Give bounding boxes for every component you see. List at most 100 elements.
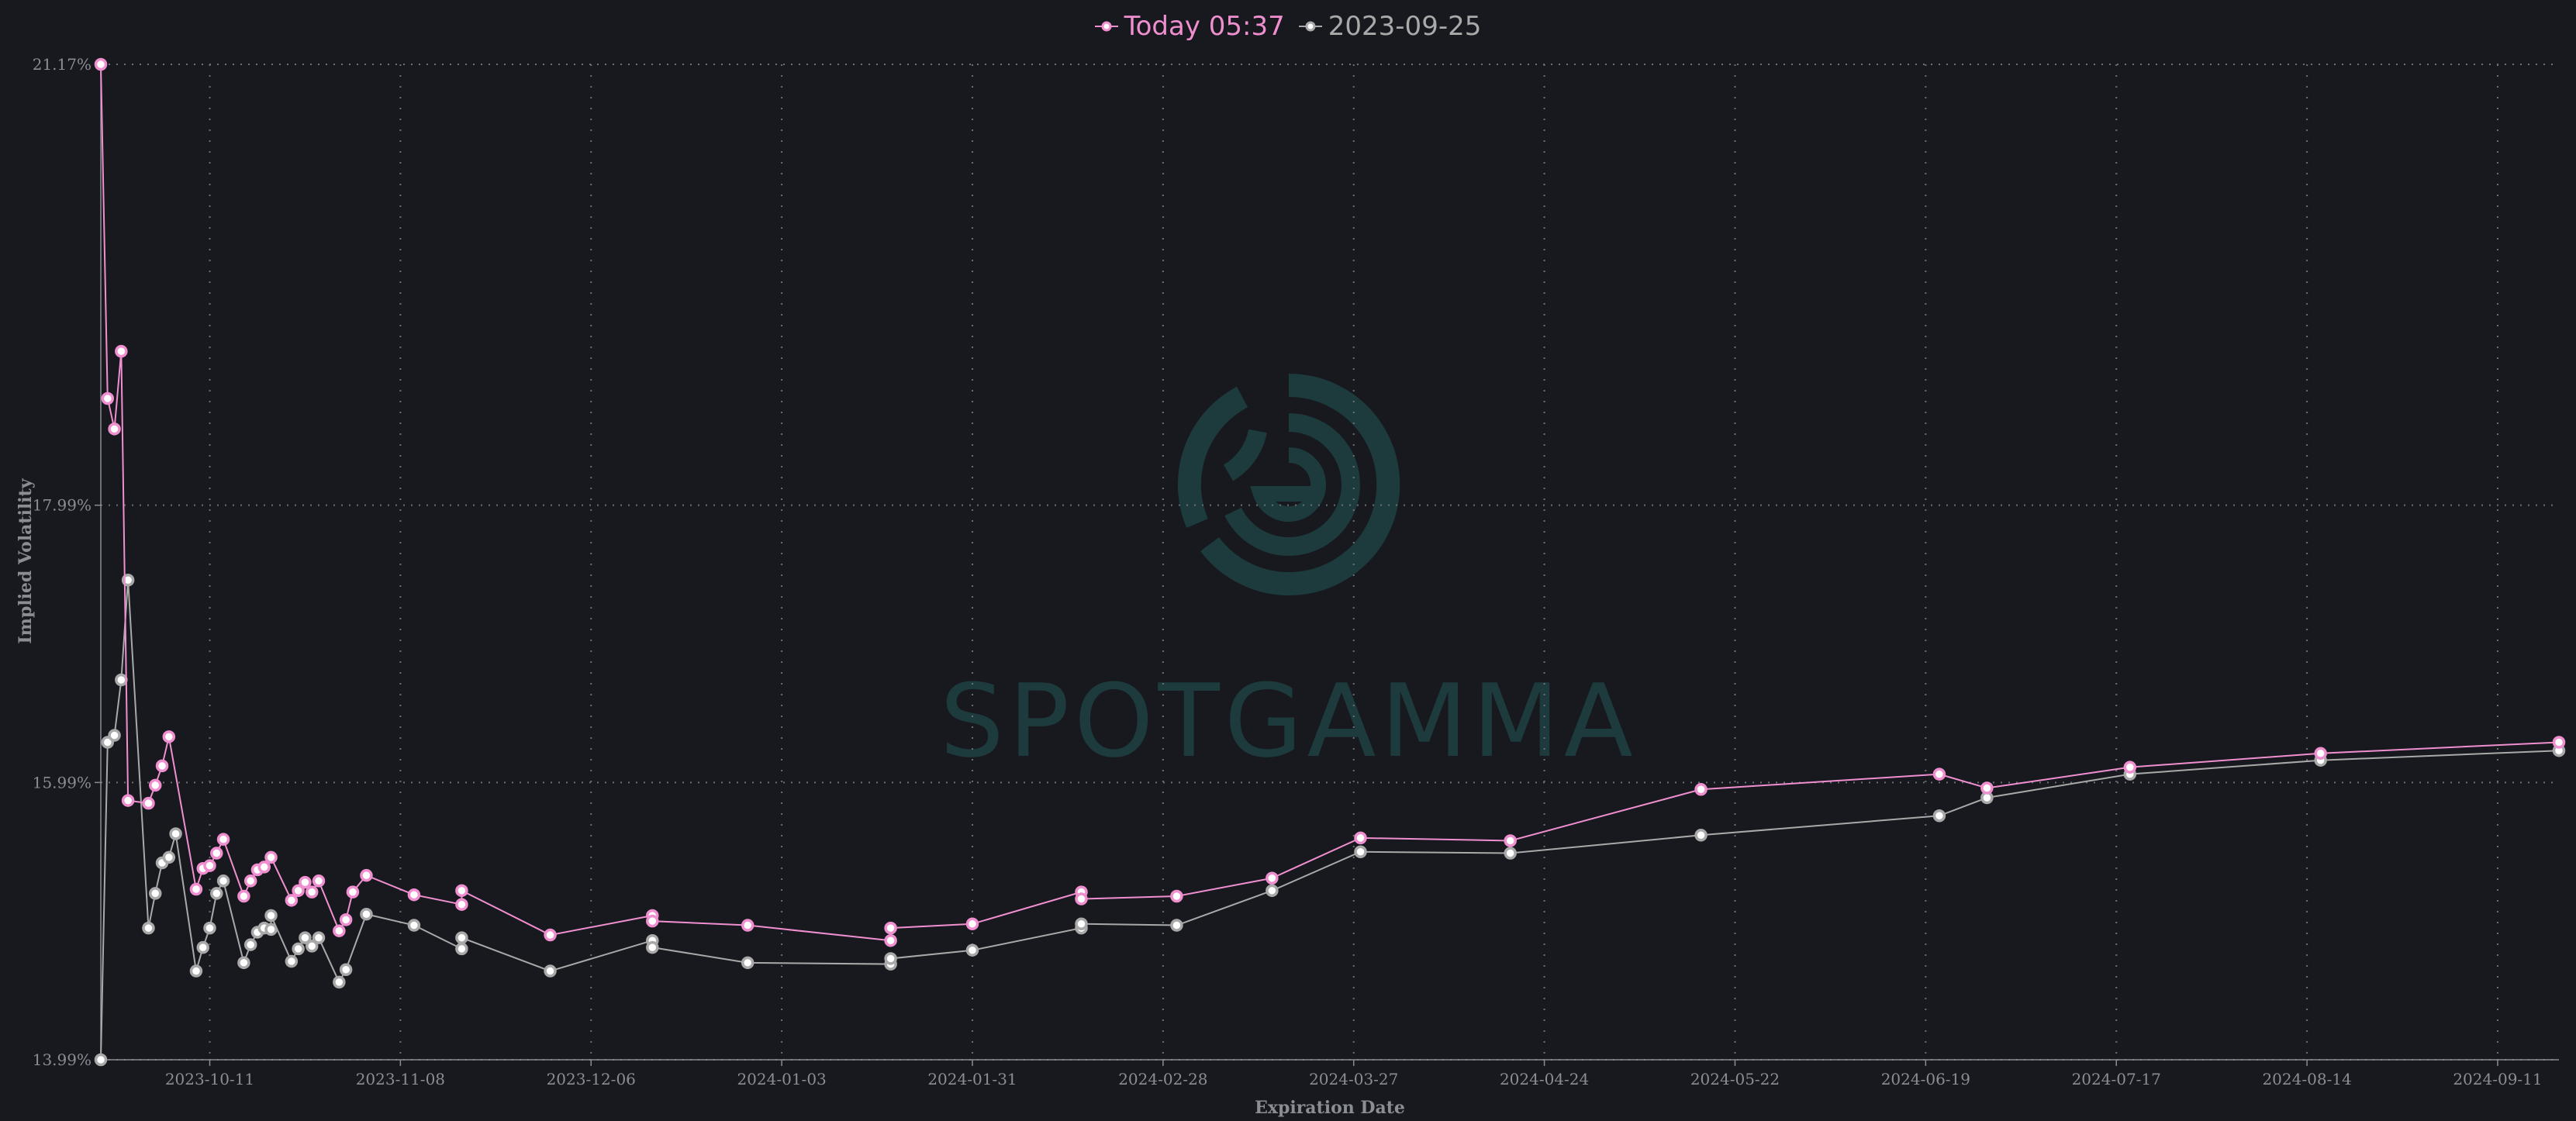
data-point[interactable]	[108, 423, 121, 436]
data-point[interactable]	[148, 778, 162, 792]
data-point[interactable]	[346, 885, 360, 899]
data-point[interactable]	[884, 921, 897, 935]
data-point[interactable]	[121, 573, 135, 587]
x-tick-label: 2024-06-19	[1881, 1070, 1970, 1088]
data-point[interactable]	[2552, 736, 2566, 749]
data-point[interactable]	[965, 943, 979, 957]
data-point[interactable]	[203, 921, 216, 935]
data-point[interactable]	[162, 730, 176, 743]
data-point[interactable]	[94, 57, 108, 71]
data-point[interactable]	[210, 887, 223, 900]
data-point[interactable]	[155, 759, 169, 773]
data-point[interactable]	[407, 919, 421, 932]
x-tick-label: 2023-11-08	[356, 1070, 445, 1088]
data-point[interactable]	[646, 940, 659, 954]
data-point[interactable]	[101, 391, 115, 405]
data-point[interactable]	[1266, 884, 1279, 898]
data-point[interactable]	[162, 850, 176, 864]
data-point[interactable]	[333, 924, 346, 937]
data-point[interactable]	[243, 938, 257, 951]
data-point[interactable]	[305, 940, 319, 953]
data-point[interactable]	[203, 859, 216, 872]
data-point[interactable]	[884, 933, 897, 947]
data-point[interactable]	[257, 861, 271, 874]
data-point[interactable]	[142, 921, 155, 935]
data-point[interactable]	[646, 914, 659, 928]
data-point[interactable]	[312, 874, 326, 888]
legend-item-today[interactable]: Today 05:37	[1094, 11, 1285, 42]
data-point[interactable]	[142, 796, 155, 810]
x-tick-label: 2023-10-11	[165, 1070, 254, 1088]
watermark: SPOTGAMMA	[940, 374, 1633, 780]
data-point[interactable]	[1694, 783, 1708, 796]
data-point[interactable]	[169, 827, 182, 840]
data-point[interactable]	[292, 942, 305, 956]
data-point[interactable]	[264, 850, 278, 864]
data-point[interactable]	[94, 1053, 108, 1067]
data-point[interactable]	[299, 875, 312, 889]
y-tick-label: 17.99%	[33, 496, 92, 515]
data-point[interactable]	[1354, 845, 1367, 859]
data-point[interactable]	[299, 931, 312, 944]
data-point[interactable]	[2314, 747, 2327, 761]
data-point[interactable]	[1932, 809, 1946, 823]
data-point[interactable]	[1266, 871, 1279, 885]
data-point[interactable]	[115, 344, 128, 358]
data-point[interactable]	[1504, 847, 1517, 860]
legend: Today 05:37 2023-09-25	[0, 11, 2576, 42]
data-point[interactable]	[1694, 829, 1708, 842]
data-point[interactable]	[189, 882, 203, 896]
data-point[interactable]	[264, 923, 278, 936]
data-point[interactable]	[544, 964, 557, 978]
data-point[interactable]	[455, 931, 468, 944]
y-tick-label: 13.99%	[33, 1050, 92, 1069]
data-point[interactable]	[455, 884, 468, 898]
data-point[interactable]	[1980, 781, 1994, 795]
data-point[interactable]	[1504, 834, 1517, 847]
data-point[interactable]	[333, 975, 346, 989]
data-point[interactable]	[339, 963, 353, 977]
data-point[interactable]	[741, 956, 754, 970]
data-point[interactable]	[285, 954, 299, 968]
legend-item-previous[interactable]: 2023-09-25	[1298, 11, 1481, 42]
data-point[interactable]	[360, 868, 373, 882]
data-point[interactable]	[115, 673, 128, 687]
data-point[interactable]	[237, 889, 250, 903]
data-point[interactable]	[339, 913, 353, 926]
axes: 13.99% 15.99% 17.99% 21.17% 2023-10-11 2023-1…	[33, 55, 2559, 1088]
data-point[interactable]	[884, 952, 897, 965]
x-tick-label: 2024-05-22	[1690, 1070, 1780, 1088]
data-point[interactable]	[2123, 761, 2137, 774]
series-today	[94, 57, 2566, 947]
data-point[interactable]	[148, 887, 162, 900]
data-point[interactable]	[292, 884, 305, 898]
data-point[interactable]	[741, 919, 754, 932]
data-point[interactable]	[407, 888, 421, 902]
data-point[interactable]	[1075, 917, 1088, 930]
data-point[interactable]	[1354, 831, 1367, 845]
data-point[interactable]	[360, 907, 373, 921]
data-point[interactable]	[285, 894, 299, 907]
data-point[interactable]	[305, 885, 319, 899]
data-point[interactable]	[312, 931, 326, 944]
data-point[interactable]	[196, 940, 209, 954]
data-point[interactable]	[1075, 892, 1088, 905]
data-point[interactable]	[210, 847, 223, 860]
data-point[interactable]	[264, 909, 278, 923]
data-point[interactable]	[455, 942, 468, 956]
data-point[interactable]	[965, 917, 979, 930]
data-point[interactable]	[216, 833, 230, 846]
data-point[interactable]	[243, 874, 257, 888]
data-point[interactable]	[1932, 767, 1946, 781]
data-point[interactable]	[108, 729, 121, 742]
data-point[interactable]	[216, 874, 230, 888]
data-point[interactable]	[237, 956, 250, 970]
x-tick-label: 2024-04-24	[1500, 1070, 1589, 1088]
data-point[interactable]	[1170, 919, 1183, 932]
data-point[interactable]	[1170, 889, 1183, 903]
data-point[interactable]	[189, 964, 203, 978]
data-point[interactable]	[121, 794, 135, 807]
data-point[interactable]	[544, 928, 557, 942]
data-point[interactable]	[455, 898, 468, 911]
